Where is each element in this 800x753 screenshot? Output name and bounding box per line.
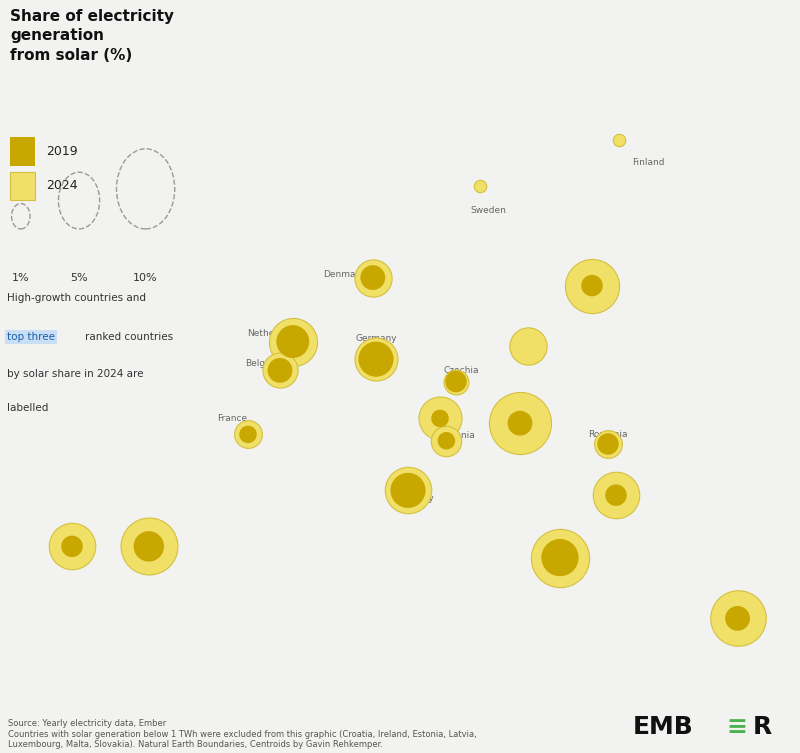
Text: 2019: 2019 [46,145,78,158]
Point [450,376,462,388]
Point [370,353,382,365]
Point [610,489,622,501]
Text: 10%: 10% [134,273,158,283]
Text: Finland: Finland [632,158,664,167]
Point [514,417,526,429]
Point [602,438,614,450]
Point [610,489,622,501]
Text: R: R [753,715,772,739]
Text: Netherlands: Netherlands [247,329,303,338]
Point [286,336,299,348]
Text: High-growth countries and: High-growth countries and [6,294,146,303]
Point [370,353,382,365]
Point [554,551,566,563]
Text: ranked countries: ranked countries [85,332,174,342]
Point [274,364,286,376]
Point [242,428,254,441]
Point [434,413,446,425]
Text: Denmark: Denmark [323,270,365,279]
Text: 1%: 1% [12,273,30,283]
Text: Slovenia: Slovenia [437,431,475,441]
Text: Italy: Italy [414,494,434,503]
Text: Source: Yearly electricity data, Ember
Countries with solar generation below 1 T: Source: Yearly electricity data, Ember C… [8,719,477,749]
Text: Belgium: Belgium [246,359,282,368]
Point [242,428,254,441]
Point [522,340,534,352]
Point [402,484,414,496]
Bar [10,172,35,200]
Point [142,541,155,553]
Point [613,134,626,146]
Point [602,438,614,450]
Text: Sweden: Sweden [470,206,506,215]
Text: Czechia: Czechia [443,366,478,375]
Text: by solar share in 2024 are: by solar share in 2024 are [6,369,143,379]
Point [586,279,598,291]
Point [366,272,379,284]
Text: ≡: ≡ [726,715,747,739]
Point [366,272,379,284]
Text: Romania: Romania [588,430,628,439]
Point [586,279,598,291]
Text: Share of electricity
generation
from solar (%): Share of electricity generation from sol… [10,8,174,63]
Point [142,541,155,553]
Point [66,541,78,553]
Point [474,181,486,193]
Point [514,417,526,429]
Text: 2024: 2024 [46,179,78,193]
Text: France: France [217,414,247,423]
Point [66,541,78,553]
Text: 5%: 5% [70,273,88,283]
Point [731,612,744,624]
Text: Germany: Germany [355,334,397,343]
Point [440,434,453,447]
Point [440,434,453,447]
Text: top three: top three [6,332,54,342]
Point [731,612,744,624]
Point [450,376,462,388]
Bar [10,137,35,166]
Point [402,484,414,496]
Point [554,551,566,563]
Text: EMB: EMB [633,715,694,739]
Point [274,364,286,376]
Point [286,336,299,348]
Point [434,413,446,425]
Text: labelled: labelled [6,404,48,413]
